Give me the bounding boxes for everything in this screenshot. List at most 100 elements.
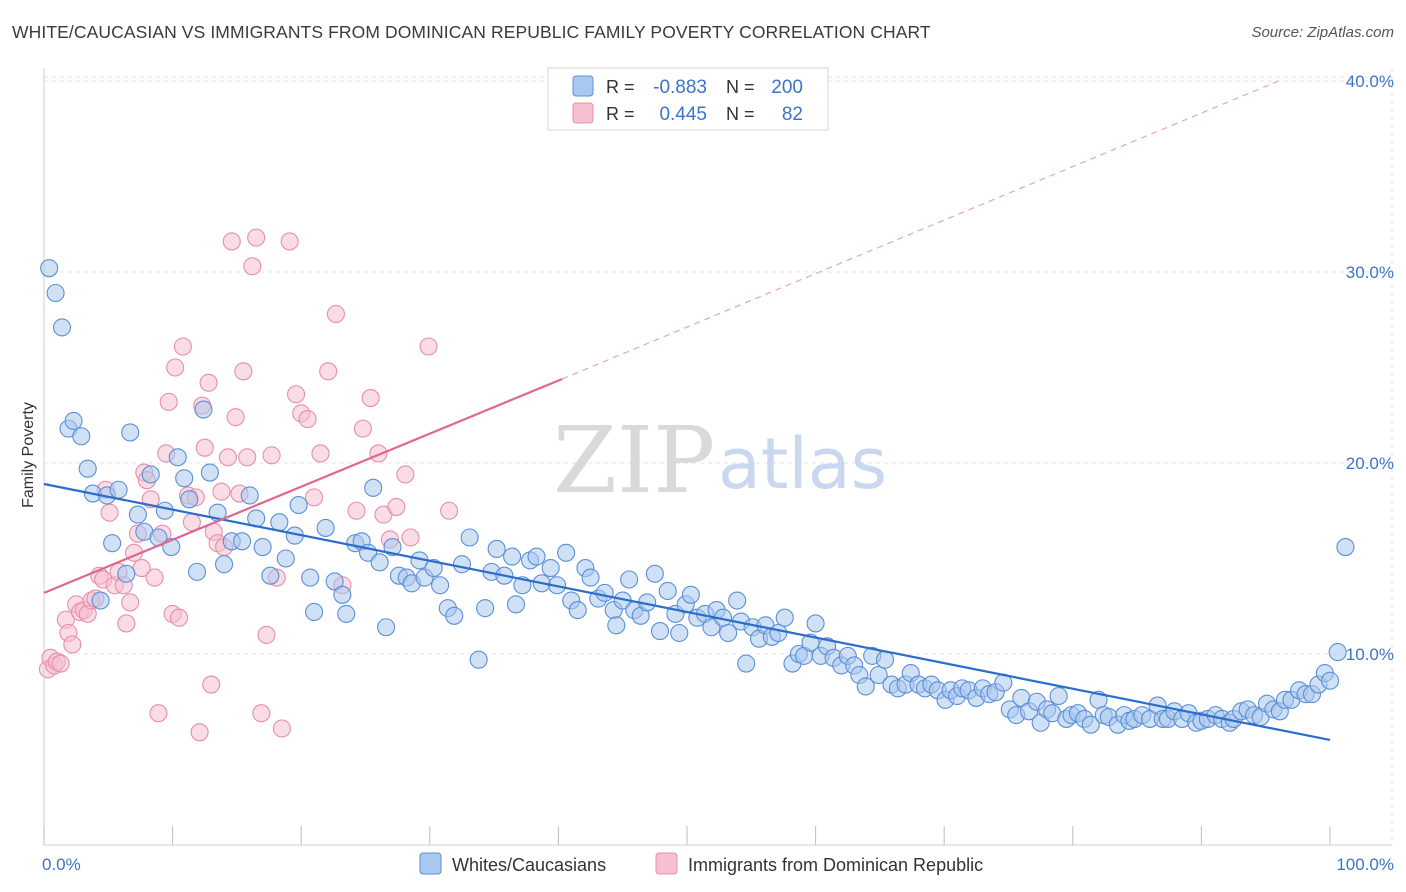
bottom-legend: Whites/Caucasians Immigrants from Domini… [419, 852, 983, 875]
point-dominican [257, 625, 276, 644]
point-whites [276, 549, 295, 568]
point-dominican [305, 488, 324, 507]
bottom-legend-label-dominican: Immigrants from Dominican Republic [688, 855, 983, 875]
chart-source: Source: ZipAtlas.com [1251, 24, 1394, 41]
point-whites [557, 543, 576, 562]
legend-r-value-1: -0.883 [653, 77, 707, 98]
watermark-zip: ZIP [553, 407, 715, 514]
point-whites [875, 650, 895, 669]
point-whites [383, 537, 402, 557]
point-whites [769, 623, 788, 643]
point-whites [1081, 715, 1100, 734]
point-whites [806, 614, 825, 633]
legend-r-value-2: 0.445 [659, 104, 707, 125]
point-whites [175, 469, 194, 488]
point-dominican [149, 704, 168, 723]
point-whites [180, 490, 199, 509]
point-dominican [353, 419, 372, 438]
point-dominican [63, 635, 82, 654]
point-dominican [212, 482, 231, 501]
point-whites [46, 283, 65, 303]
point-whites [270, 513, 289, 532]
point-dominican [226, 408, 245, 427]
point-whites [337, 604, 356, 623]
point-whites [253, 537, 272, 557]
trend-lines [43, 80, 1331, 742]
point-dominican [387, 497, 406, 516]
point-whites [109, 480, 128, 499]
point-dominican [243, 257, 262, 276]
point-whites [460, 528, 479, 547]
y-tick-label-30: 30.0% [1346, 263, 1394, 282]
point-dominican [440, 501, 459, 520]
chart-title: WHITE/CAUCASIAN VS IMMIGRANTS FROM DOMIN… [12, 22, 931, 42]
point-dominican [218, 448, 237, 467]
point-whites [232, 532, 252, 551]
point-whites [155, 501, 174, 520]
point-whites [1328, 643, 1347, 662]
point-whites [445, 606, 464, 625]
point-dominican [145, 568, 164, 587]
watermark-atlas: atlas [718, 423, 887, 505]
point-whites [581, 568, 600, 587]
point-whites [187, 562, 207, 581]
point-dominican [199, 373, 218, 392]
point-whites [856, 677, 875, 696]
point-dominican [222, 232, 241, 251]
point-whites [91, 591, 110, 610]
point-dominican [169, 608, 189, 627]
point-whites [541, 558, 560, 578]
point-dominican [247, 228, 266, 247]
point-dominican [401, 528, 420, 547]
point-dominican [51, 654, 70, 673]
point-whites [64, 411, 83, 431]
point-whites [506, 595, 526, 614]
point-whites [719, 623, 738, 643]
bottom-legend-label-whites: Whites/Caucasians [452, 855, 606, 875]
point-whites [325, 572, 344, 591]
point-whites [214, 555, 234, 574]
top-legend-box [547, 67, 829, 131]
point-whites [1320, 671, 1340, 690]
point-whites [200, 463, 219, 482]
point-dominican [419, 337, 438, 356]
point-dominican [238, 448, 257, 467]
legend-r-label-2: R = [606, 104, 635, 124]
point-whites [316, 518, 335, 537]
point-whites [452, 555, 472, 574]
point-whites [240, 486, 259, 505]
point-whites [568, 601, 587, 620]
point-whites [607, 616, 626, 635]
point-dominican [326, 304, 345, 324]
point-whites [333, 585, 352, 604]
axes [43, 68, 1392, 846]
legend-swatch-pink [572, 102, 594, 124]
point-whites [52, 318, 72, 337]
point-whites [301, 568, 320, 587]
y-tick-label-40: 40.0% [1346, 72, 1394, 91]
point-whites [681, 585, 700, 604]
legend-n-label-2: N = [726, 104, 755, 124]
series-immigrants-dominican-points [38, 228, 459, 742]
tick-labels: 10.0% 20.0% 30.0% 40.0% 0.0% 100.0% [42, 72, 1394, 874]
point-whites [869, 665, 888, 685]
point-whites [645, 564, 664, 583]
legend-swatch-blue [572, 75, 594, 97]
point-whites [364, 478, 383, 497]
point-whites [775, 608, 794, 627]
point-whites [128, 505, 147, 524]
point-whites [620, 570, 639, 589]
watermark: ZIP atlas [553, 407, 887, 514]
point-whites [72, 427, 91, 446]
point-whites [370, 553, 389, 572]
point-whites [103, 534, 122, 553]
trend-line-whites [43, 482, 1331, 742]
bottom-legend-swatch-dominican [655, 852, 678, 875]
point-whites [595, 583, 614, 602]
x-tick-label-0: 0.0% [42, 855, 81, 874]
point-whites [503, 547, 522, 566]
point-dominican [396, 465, 415, 484]
point-dominican [159, 392, 178, 411]
legend-n-value-2: 82 [782, 104, 803, 125]
